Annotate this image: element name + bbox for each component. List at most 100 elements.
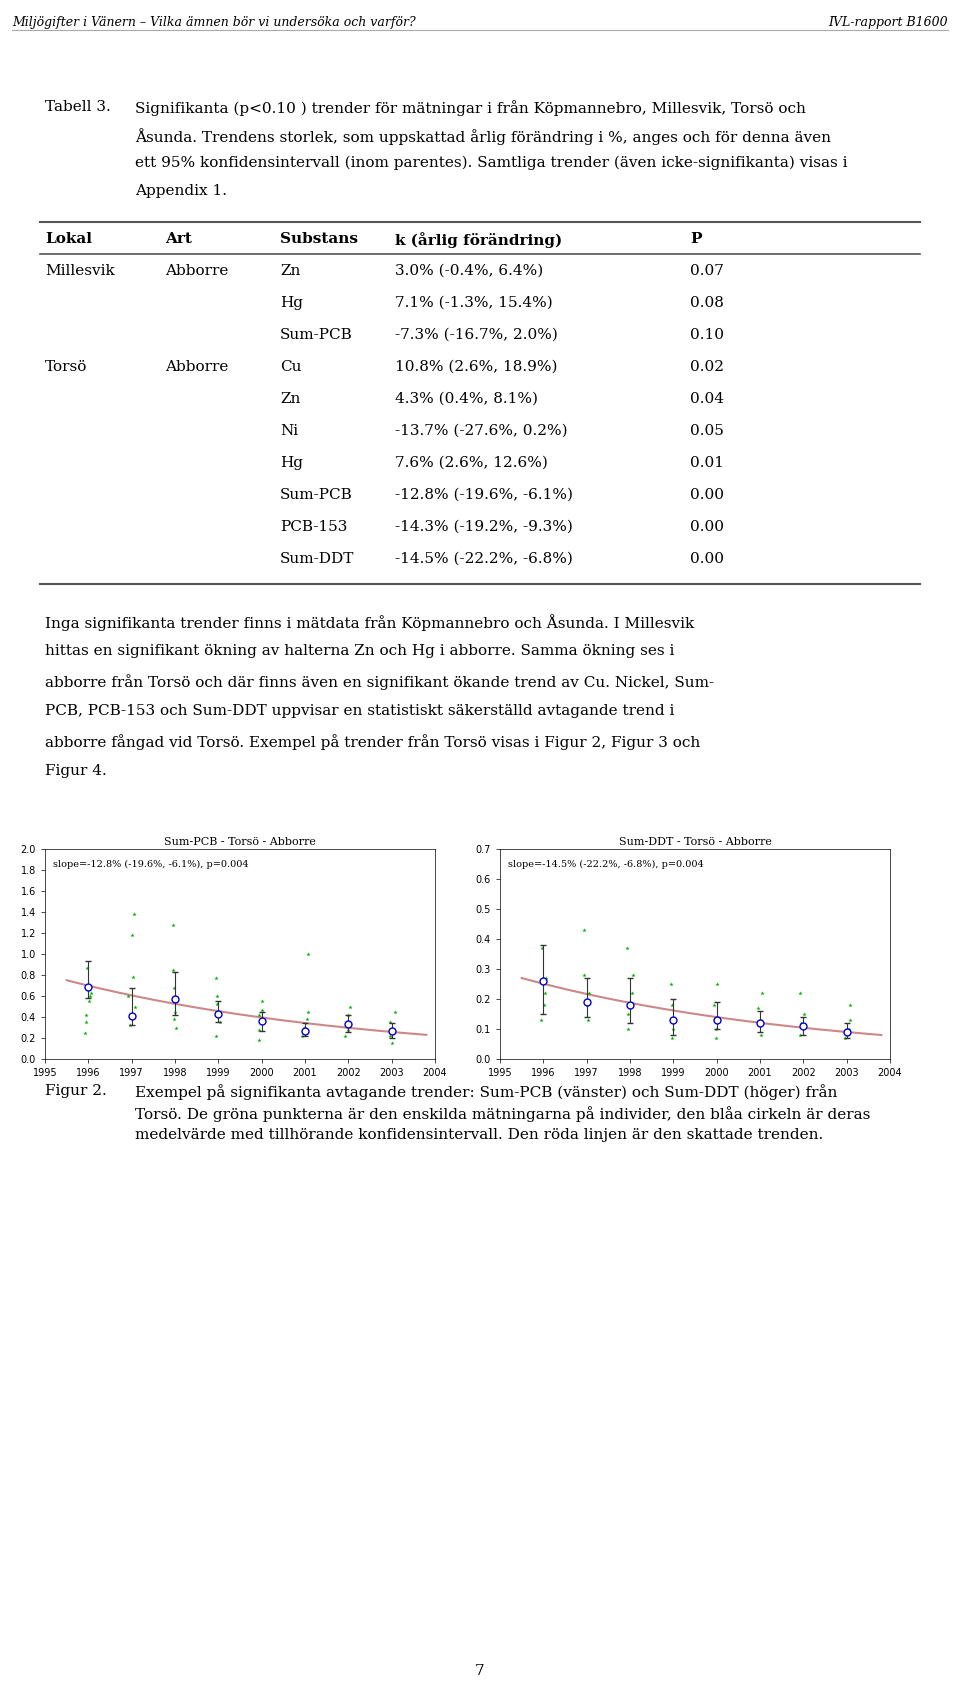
Point: [127, 1003, 142, 1030]
Text: Åsunda. Trendens storlek, som uppskattad årlig förändring i %, anges och för den: Åsunda. Trendens storlek, som uppskattad…: [135, 129, 831, 146]
Point: [753, 1022, 768, 1049]
Point: [78, 1019, 93, 1046]
Point: [166, 1005, 181, 1032]
Point: [337, 1022, 352, 1049]
Text: -12.8% (-19.6%, -6.1%): -12.8% (-19.6%, -6.1%): [395, 487, 573, 503]
Point: [625, 980, 640, 1007]
Point: [79, 1002, 94, 1029]
Text: ett 95% konfidensintervall (inom parentes). Samtliga trender (även icke-signifik: ett 95% konfidensintervall (inom parente…: [135, 156, 848, 171]
Text: Ni: Ni: [280, 425, 299, 438]
Text: Torsö. De gröna punkterna är den enskilda mätningarna på individer, den blåa cir: Torsö. De gröna punkterna är den enskild…: [135, 1107, 871, 1122]
Point: [382, 1008, 397, 1036]
Point: [619, 934, 635, 961]
Text: hittas en signifikant ökning av halterna Zn och Hg i abborre. Samma ökning ses i: hittas en signifikant ökning av halterna…: [45, 645, 674, 658]
Text: 10.8% (2.6%, 18.9%): 10.8% (2.6%, 18.9%): [395, 360, 558, 374]
Text: PCB, PCB-153 och Sum-DDT uppvisar en statistiskt säkerställd avtagande trend i: PCB, PCB-153 och Sum-DDT uppvisar en sta…: [45, 704, 674, 717]
Text: IVL-rapport B1600: IVL-rapport B1600: [828, 15, 948, 29]
Text: 0.01: 0.01: [690, 457, 724, 470]
Point: [340, 1002, 355, 1029]
Point: [128, 993, 143, 1020]
Point: [82, 988, 97, 1015]
Point: [254, 988, 270, 1015]
Point: [581, 1007, 596, 1034]
Point: [797, 1000, 812, 1027]
Point: [251, 1027, 266, 1054]
Text: P: P: [690, 232, 702, 245]
Point: [664, 992, 680, 1019]
Point: [708, 1007, 723, 1034]
Point: [84, 980, 99, 1007]
Point: [122, 1012, 137, 1039]
Point: [708, 1015, 724, 1042]
Point: [296, 1014, 311, 1041]
Point: [212, 1008, 228, 1036]
Point: [582, 980, 597, 1007]
Text: Millesvik: Millesvik: [45, 264, 115, 277]
Text: 0.00: 0.00: [690, 552, 724, 567]
Title: Sum-PCB - Torsö - Abborre: Sum-PCB - Torsö - Abborre: [164, 838, 316, 846]
Point: [533, 1007, 548, 1034]
Point: [663, 971, 679, 998]
Text: 0.10: 0.10: [690, 328, 724, 342]
Text: -13.7% (-27.6%, 0.2%): -13.7% (-27.6%, 0.2%): [395, 425, 567, 438]
Point: [254, 1008, 270, 1036]
Point: [165, 956, 180, 983]
Point: [167, 998, 182, 1025]
Text: Appendix 1.: Appendix 1.: [135, 184, 227, 198]
Text: 0.05: 0.05: [690, 425, 724, 438]
Point: [620, 1000, 636, 1027]
Text: Lokal: Lokal: [45, 232, 92, 245]
Text: 4.3% (0.4%, 8.1%): 4.3% (0.4%, 8.1%): [395, 393, 538, 406]
Text: k (årlig förändring): k (årlig förändring): [395, 232, 563, 249]
Point: [300, 998, 316, 1025]
Point: [841, 1015, 856, 1042]
Text: 0.00: 0.00: [690, 519, 724, 535]
Point: [168, 1014, 183, 1041]
Point: [665, 1015, 681, 1042]
Text: Torsö: Torsö: [45, 360, 87, 374]
Point: [664, 1024, 680, 1051]
Point: [126, 963, 141, 990]
Point: [338, 1008, 353, 1036]
Point: [121, 983, 136, 1010]
Point: [295, 1022, 310, 1049]
Point: [793, 1010, 808, 1037]
Text: Inga signifikanta trender finns i mätdata från Köpmannebro och Åsunda. I Millesv: Inga signifikanta trender finns i mätdat…: [45, 614, 694, 631]
Text: PCB-153: PCB-153: [280, 519, 348, 535]
Point: [577, 917, 592, 944]
Point: [842, 1007, 857, 1034]
Point: [210, 1002, 226, 1029]
Point: [300, 941, 316, 968]
Text: Art: Art: [165, 232, 192, 245]
Text: 0.00: 0.00: [690, 487, 724, 503]
Point: [755, 980, 770, 1007]
Text: Sum-PCB: Sum-PCB: [280, 487, 352, 503]
Text: Hg: Hg: [280, 457, 303, 470]
Point: [341, 1017, 356, 1044]
Point: [580, 992, 595, 1019]
Point: [252, 1017, 267, 1044]
Text: Cu: Cu: [280, 360, 301, 374]
Point: [576, 961, 591, 988]
Text: Hg: Hg: [280, 296, 303, 310]
Text: abborre från Torsö och där finns även en signifikant ökande trend av Cu. Nickel,: abborre från Torsö och där finns även en…: [45, 673, 714, 690]
Point: [793, 980, 808, 1007]
Text: 7.6% (2.6%, 12.6%): 7.6% (2.6%, 12.6%): [395, 457, 548, 470]
Text: 3.0% (-0.4%, 6.4%): 3.0% (-0.4%, 6.4%): [395, 264, 543, 277]
Text: Abborre: Abborre: [165, 360, 228, 374]
Point: [254, 997, 270, 1024]
Point: [83, 983, 98, 1010]
Point: [626, 961, 641, 988]
Point: [538, 980, 553, 1007]
Point: [708, 1024, 724, 1051]
Text: slope=-12.8% (-19.6%, -6.1%), p=0.004: slope=-12.8% (-19.6%, -6.1%), p=0.004: [53, 860, 249, 868]
Title: Sum-DDT - Torsö - Abborre: Sum-DDT - Torsö - Abborre: [618, 838, 772, 846]
Point: [209, 992, 225, 1019]
Point: [753, 1007, 768, 1034]
Point: [125, 922, 140, 949]
Text: Exempel på signifikanta avtagande trender: Sum-PCB (vänster) och Sum-DDT (höger): Exempel på signifikanta avtagande trende…: [135, 1085, 837, 1100]
Point: [300, 1005, 315, 1032]
Text: medelvärde med tillhörande konfidensintervall. Den röda linjen är den skattade t: medelvärde med tillhörande konfidensinte…: [135, 1129, 824, 1142]
Point: [620, 1015, 636, 1042]
Point: [842, 992, 857, 1019]
